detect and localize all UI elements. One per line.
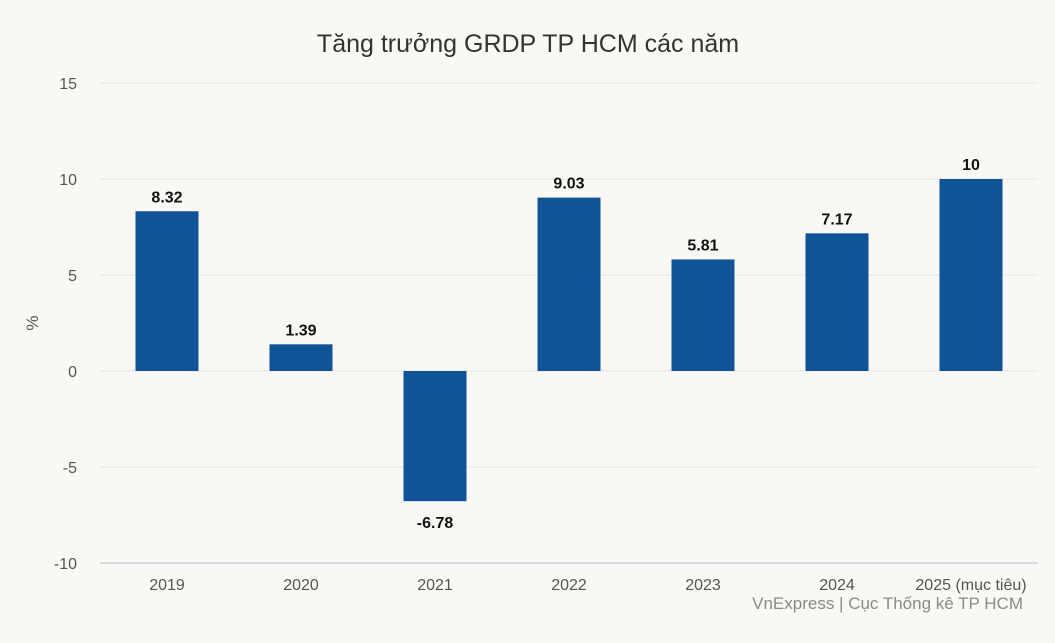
data-label: 10	[962, 157, 980, 174]
x-tick-label: 2022	[551, 577, 587, 594]
data-label: 1.39	[285, 322, 316, 339]
chart-title: Tăng trưởng GRDP TP HCM các năm	[317, 30, 739, 58]
bars	[135, 179, 1003, 502]
x-tick-label: 2024	[819, 577, 855, 594]
data-labels: 8.32 1.39 -6.78 9.03 5.81 7.17 10	[151, 157, 980, 532]
bar-2022	[537, 197, 601, 371]
x-tick-label: 2020	[283, 577, 319, 594]
bar-2025	[939, 179, 1003, 371]
bar-2021	[403, 371, 467, 502]
data-label: 7.17	[821, 211, 852, 228]
bar-2020	[269, 344, 333, 371]
data-label: 8.32	[151, 189, 182, 206]
data-label: 9.03	[553, 176, 584, 193]
x-tick-label: 2025 (mục tiêu)	[915, 577, 1026, 594]
x-tick-label: 2019	[149, 577, 185, 594]
bar-2019	[135, 211, 199, 371]
source-credit: VnExpress | Cục Thống kê TP HCM	[752, 594, 1023, 613]
data-label: 5.81	[687, 237, 718, 254]
bar-2023	[671, 259, 735, 371]
y-tick-label: 15	[59, 76, 77, 93]
data-label: -6.78	[417, 515, 454, 532]
y-axis-ticks: 15 10 5 0 -5 -10	[54, 76, 77, 573]
x-tick-label: 2023	[685, 577, 721, 594]
bar-2024	[805, 233, 869, 371]
y-tick-label: -10	[54, 556, 77, 573]
y-tick-label: 0	[68, 364, 77, 381]
x-axis-ticks: 2019 2020 2021 2022 2023 2024 2025 (mục tiêu)	[149, 577, 1026, 594]
x-tick-label: 2021	[417, 577, 453, 594]
y-tick-label: 5	[68, 268, 77, 285]
y-axis-label: %	[23, 315, 42, 330]
y-tick-label: 10	[59, 172, 77, 189]
y-tick-label: -5	[63, 460, 77, 477]
